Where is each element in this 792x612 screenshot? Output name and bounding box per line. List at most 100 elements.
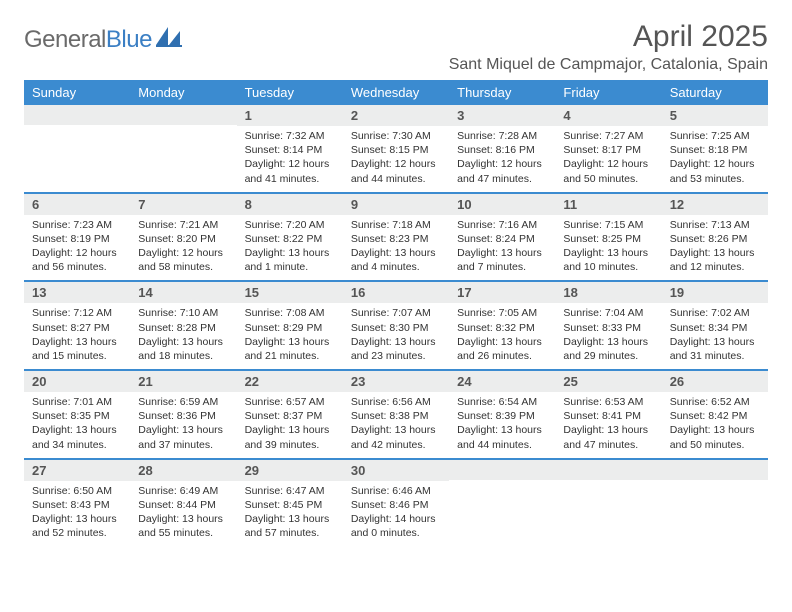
day-number: 9 [343, 194, 449, 215]
day-number: 14 [130, 282, 236, 303]
day-line: Daylight: 12 hours [457, 157, 547, 171]
day-line: Sunset: 8:33 PM [563, 321, 653, 335]
weekday-header: SundayMondayTuesdayWednesdayThursdayFrid… [24, 80, 768, 105]
logo-part2: Blue [106, 26, 152, 53]
day-body: Sunrise: 7:02 AMSunset: 8:34 PMDaylight:… [662, 303, 768, 369]
day-line: and 55 minutes. [138, 526, 228, 540]
day-body: Sunrise: 6:54 AMSunset: 8:39 PMDaylight:… [449, 392, 555, 458]
day-line: Sunset: 8:29 PM [245, 321, 335, 335]
day-number: 7 [130, 194, 236, 215]
day-line: Sunrise: 7:05 AM [457, 306, 547, 320]
week-row: 20Sunrise: 7:01 AMSunset: 8:35 PMDayligh… [24, 371, 768, 460]
day-number: 19 [662, 282, 768, 303]
calendar: SundayMondayTuesdayWednesdayThursdayFrid… [24, 80, 768, 546]
day-number: 30 [343, 460, 449, 481]
day-line: and 31 minutes. [670, 349, 760, 363]
day-number [555, 460, 661, 480]
day-number: 16 [343, 282, 449, 303]
day-line: Daylight: 13 hours [563, 246, 653, 260]
day-line: and 47 minutes. [457, 172, 547, 186]
day-number: 26 [662, 371, 768, 392]
day-body: Sunrise: 7:25 AMSunset: 8:18 PMDaylight:… [662, 126, 768, 192]
day-line: Sunset: 8:27 PM [32, 321, 122, 335]
day-cell: 13Sunrise: 7:12 AMSunset: 8:27 PMDayligh… [24, 282, 130, 369]
day-line: and 44 minutes. [351, 172, 441, 186]
day-cell [555, 460, 661, 547]
day-body: Sunrise: 7:05 AMSunset: 8:32 PMDaylight:… [449, 303, 555, 369]
day-line: Sunrise: 6:50 AM [32, 484, 122, 498]
day-cell: 25Sunrise: 6:53 AMSunset: 8:41 PMDayligh… [555, 371, 661, 458]
day-line: Sunset: 8:26 PM [670, 232, 760, 246]
day-line: and 52 minutes. [32, 526, 122, 540]
day-line: Daylight: 13 hours [138, 423, 228, 437]
weekday-label: Saturday [662, 80, 768, 105]
day-number: 20 [24, 371, 130, 392]
day-line: Sunset: 8:32 PM [457, 321, 547, 335]
day-line: Daylight: 12 hours [351, 157, 441, 171]
day-number: 6 [24, 194, 130, 215]
day-cell: 11Sunrise: 7:15 AMSunset: 8:25 PMDayligh… [555, 194, 661, 281]
day-line: and 15 minutes. [32, 349, 122, 363]
day-body: Sunrise: 7:12 AMSunset: 8:27 PMDaylight:… [24, 303, 130, 369]
day-line: Sunrise: 7:10 AM [138, 306, 228, 320]
day-body: Sunrise: 7:28 AMSunset: 8:16 PMDaylight:… [449, 126, 555, 192]
day-line: Daylight: 13 hours [457, 423, 547, 437]
day-line: Sunrise: 7:08 AM [245, 306, 335, 320]
day-line: Daylight: 13 hours [32, 423, 122, 437]
day-line: and 50 minutes. [670, 438, 760, 452]
day-cell: 30Sunrise: 6:46 AMSunset: 8:46 PMDayligh… [343, 460, 449, 547]
day-number: 3 [449, 105, 555, 126]
week-row: 6Sunrise: 7:23 AMSunset: 8:19 PMDaylight… [24, 194, 768, 283]
day-number [130, 105, 236, 125]
day-number: 21 [130, 371, 236, 392]
day-cell: 28Sunrise: 6:49 AMSunset: 8:44 PMDayligh… [130, 460, 236, 547]
day-body: Sunrise: 7:16 AMSunset: 8:24 PMDaylight:… [449, 215, 555, 281]
day-line: and 53 minutes. [670, 172, 760, 186]
week-row: 13Sunrise: 7:12 AMSunset: 8:27 PMDayligh… [24, 282, 768, 371]
day-line: Daylight: 13 hours [351, 423, 441, 437]
day-line: Sunset: 8:14 PM [245, 143, 335, 157]
day-body: Sunrise: 7:27 AMSunset: 8:17 PMDaylight:… [555, 126, 661, 192]
day-number [24, 105, 130, 125]
day-line: Sunrise: 7:27 AM [563, 129, 653, 143]
day-body: Sunrise: 7:20 AMSunset: 8:22 PMDaylight:… [237, 215, 343, 281]
header: GeneralBlue April 2025 Sant Miquel de Ca… [24, 20, 768, 74]
day-line: Sunset: 8:20 PM [138, 232, 228, 246]
day-line: and 42 minutes. [351, 438, 441, 452]
day-cell: 23Sunrise: 6:56 AMSunset: 8:38 PMDayligh… [343, 371, 449, 458]
day-cell: 10Sunrise: 7:16 AMSunset: 8:24 PMDayligh… [449, 194, 555, 281]
day-body: Sunrise: 6:49 AMSunset: 8:44 PMDaylight:… [130, 481, 236, 547]
day-line: Daylight: 13 hours [670, 246, 760, 260]
weekday-label: Wednesday [343, 80, 449, 105]
day-line: Sunset: 8:38 PM [351, 409, 441, 423]
day-cell: 1Sunrise: 7:32 AMSunset: 8:14 PMDaylight… [237, 105, 343, 192]
day-line: Sunset: 8:28 PM [138, 321, 228, 335]
day-cell: 17Sunrise: 7:05 AMSunset: 8:32 PMDayligh… [449, 282, 555, 369]
day-cell: 5Sunrise: 7:25 AMSunset: 8:18 PMDaylight… [662, 105, 768, 192]
day-number: 27 [24, 460, 130, 481]
day-line: Daylight: 13 hours [670, 335, 760, 349]
day-line: Sunrise: 7:12 AM [32, 306, 122, 320]
day-body: Sunrise: 7:18 AMSunset: 8:23 PMDaylight:… [343, 215, 449, 281]
day-body: Sunrise: 6:52 AMSunset: 8:42 PMDaylight:… [662, 392, 768, 458]
day-body: Sunrise: 6:56 AMSunset: 8:38 PMDaylight:… [343, 392, 449, 458]
day-number: 1 [237, 105, 343, 126]
day-body: Sunrise: 7:30 AMSunset: 8:15 PMDaylight:… [343, 126, 449, 192]
day-line: Daylight: 13 hours [351, 246, 441, 260]
day-line: and 1 minute. [245, 260, 335, 274]
day-body [24, 125, 130, 134]
day-line: Sunrise: 7:04 AM [563, 306, 653, 320]
day-line: Daylight: 13 hours [138, 512, 228, 526]
day-line: Sunrise: 6:49 AM [138, 484, 228, 498]
day-line: Daylight: 13 hours [245, 246, 335, 260]
day-line: Daylight: 12 hours [563, 157, 653, 171]
logo: GeneralBlue [24, 26, 182, 54]
logo-text: GeneralBlue [24, 26, 152, 54]
day-number: 12 [662, 194, 768, 215]
day-body: Sunrise: 7:21 AMSunset: 8:20 PMDaylight:… [130, 215, 236, 281]
day-body: Sunrise: 6:59 AMSunset: 8:36 PMDaylight:… [130, 392, 236, 458]
day-line: Sunrise: 7:21 AM [138, 218, 228, 232]
day-line: Daylight: 13 hours [245, 423, 335, 437]
day-body: Sunrise: 7:07 AMSunset: 8:30 PMDaylight:… [343, 303, 449, 369]
week-row: 1Sunrise: 7:32 AMSunset: 8:14 PMDaylight… [24, 105, 768, 194]
